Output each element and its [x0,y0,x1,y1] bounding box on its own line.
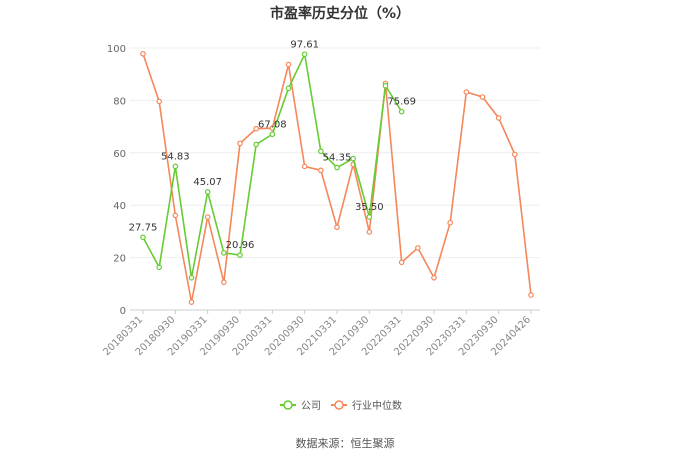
data-point-company [172,163,179,170]
data-point-industry-median [318,167,324,174]
series-line-company [142,51,403,278]
chart-title: 市盈率历史分位（%） [270,5,410,22]
data-label-company: 54.35 [323,153,352,164]
data-label-company: 67.08 [258,119,287,130]
data-point-industry-median [334,224,340,231]
data-point-industry-median [221,279,227,286]
legend-label: 公司 [301,401,321,412]
y-tick-label: 20 [113,254,126,265]
data-point-company [188,274,195,281]
data-point-company [398,108,405,115]
data-point-company [253,141,259,148]
data-point-industry-median [237,140,243,147]
data-label-company: 75.69 [387,97,416,108]
data-point-industry-median [463,89,470,95]
data-point-company [334,164,340,171]
data-point-industry-median [398,259,405,266]
data-point-industry-median [447,219,453,226]
data-point-company [140,234,146,241]
y-tick-label: 40 [113,201,126,212]
data-point-company [366,214,373,220]
data-point-industry-median [156,98,162,105]
data-point-company [318,148,324,155]
data-label-layer: 27.75 54.83 45.07 20.96 67.08 97.61 54.35 35.50… [129,39,416,251]
data-point-company [269,131,276,138]
legend-swatch-marker [334,400,344,410]
data-point-company [301,51,308,58]
grid-layer [130,47,540,311]
data-point-industry-median [285,61,292,68]
data-label-company: 20.96 [226,240,255,251]
data-point-industry-median [140,50,146,57]
legend-item-company[interactable]: 公司 [280,400,321,412]
legend-label: 行业中位数 [352,399,402,412]
data-point-industry-median [431,274,437,281]
data-label-company: 35.50 [355,202,384,213]
data-point-industry-median [512,151,518,158]
y-tick-label: 100 [107,44,126,55]
legend-item-industry-median[interactable]: 行业中位数 [331,399,402,412]
data-point-company [204,189,211,195]
data-point-company [350,155,356,162]
data-label-company: 27.75 [129,222,158,233]
data-point-company [237,252,243,258]
data-point-industry-median [415,245,421,251]
data-label-company: 97.61 [290,39,319,50]
data-point-company [382,82,389,89]
y-tick-label: 80 [113,96,126,107]
data-point-industry-median [366,229,373,235]
y-tick-label: 60 [113,149,126,160]
data-point-company [221,250,227,256]
data-label-company: 45.07 [193,177,222,188]
y-tick-label: 0 [120,306,126,317]
data-point-industry-median [479,94,486,100]
legend-swatch-marker [283,400,293,410]
data-point-industry-median [495,115,502,121]
data-point-industry-median [301,163,308,170]
data-point-industry-median [204,214,211,220]
series-layer [140,50,534,305]
data-point-industry-median [253,125,259,132]
data-point-industry-median [528,292,534,298]
legend: 公司 行业中位数 [280,399,402,412]
data-point-industry-median [172,212,179,219]
data-label-company: 54.83 [161,151,190,162]
data-point-company [285,85,292,92]
source-text: 数据来源：恒生聚源 [296,436,395,450]
data-point-company [156,264,162,271]
data-point-industry-median [188,299,195,305]
